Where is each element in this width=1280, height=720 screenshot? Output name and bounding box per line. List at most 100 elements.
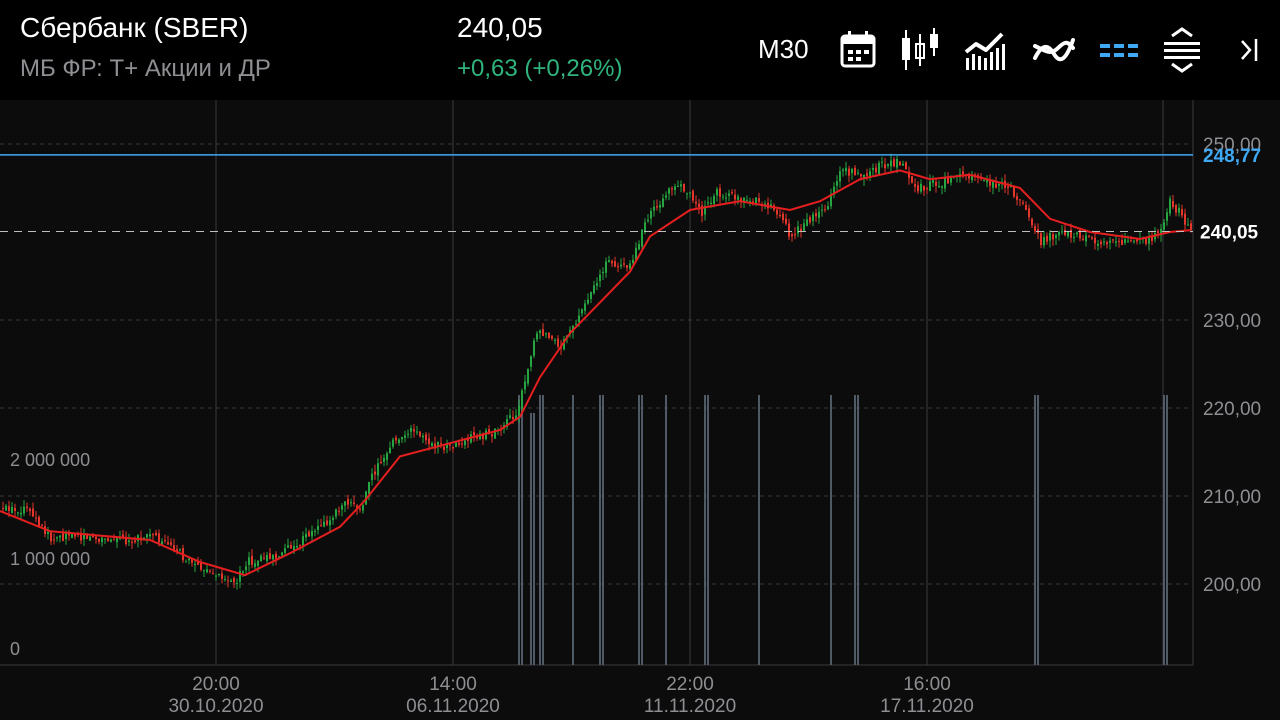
- price-chart[interactable]: 2 000 000 1 000 000 0 250,00 230,00 220,00 210…: [0, 100, 1280, 720]
- candle-body: [1058, 231, 1060, 236]
- candle-body: [1181, 209, 1183, 216]
- candle-body: [395, 437, 397, 441]
- candle-body: [674, 186, 676, 190]
- candle-body: [356, 505, 358, 509]
- candle-body: [836, 181, 838, 186]
- candle-body: [170, 542, 172, 545]
- volume-bar: [602, 395, 604, 665]
- candle-body: [581, 309, 583, 314]
- candle-body: [1019, 199, 1021, 201]
- candle-body: [887, 163, 889, 166]
- candle-body: [446, 444, 448, 449]
- chart-canvas[interactable]: 2 000 000 1 000 000 0 250,00 230,00 220,00 210…: [0, 100, 1280, 720]
- horizontal-lines-icon[interactable]: [1098, 26, 1142, 74]
- candle-body: [1184, 213, 1186, 225]
- candle-body: [1097, 243, 1099, 246]
- candle-body: [1112, 239, 1114, 241]
- line-chart-icon[interactable]: [962, 26, 1006, 74]
- candle-body: [605, 261, 607, 273]
- candle-body: [695, 201, 697, 204]
- candle-body: [128, 540, 130, 543]
- candle-body: [380, 461, 382, 464]
- candle-body: [611, 260, 613, 264]
- candle-body: [536, 333, 538, 340]
- candle-body: [428, 438, 430, 444]
- candle-body: [323, 521, 325, 527]
- candle-body: [1094, 237, 1096, 244]
- candle-body: [665, 195, 667, 198]
- candle-body: [248, 557, 250, 565]
- candle-body: [1121, 239, 1123, 245]
- candle-body: [296, 545, 298, 548]
- volume-bar: [638, 395, 640, 665]
- candle-body: [50, 532, 52, 542]
- candle-body: [938, 186, 940, 188]
- candle-body: [758, 198, 760, 202]
- candle-body: [647, 219, 649, 222]
- timeframe-button[interactable]: M30: [758, 34, 809, 64]
- candle-body: [530, 356, 532, 367]
- candle-body: [152, 534, 154, 536]
- candle-body: [710, 202, 712, 204]
- candle-body: [803, 223, 805, 231]
- candle-body: [659, 204, 661, 208]
- volume-bar: [533, 413, 535, 665]
- candle-body: [1160, 229, 1162, 236]
- candle-body: [989, 179, 991, 186]
- candle-body: [524, 381, 526, 390]
- candle-body: [881, 161, 883, 163]
- candle-body: [509, 415, 511, 418]
- candle-body: [791, 234, 793, 237]
- candle-body: [1031, 218, 1033, 226]
- candle-body: [806, 219, 808, 226]
- candle-body: [596, 283, 598, 286]
- candle-body: [158, 533, 160, 543]
- calendar-icon[interactable]: [836, 26, 880, 74]
- candle-body: [785, 218, 787, 224]
- candle-body: [209, 570, 211, 572]
- candle-body: [548, 332, 550, 338]
- candle-body: [344, 501, 346, 506]
- candle-body: [155, 532, 157, 536]
- candle-body: [203, 570, 205, 572]
- candle-body: [872, 168, 874, 171]
- candle-body: [578, 315, 580, 323]
- candle-body: [161, 541, 163, 545]
- candle-body: [218, 574, 220, 576]
- candle-body: [485, 430, 487, 440]
- candle-body: [701, 205, 703, 216]
- candle-body: [917, 185, 919, 192]
- candle-body: [557, 338, 559, 347]
- candle-body: [257, 560, 259, 566]
- candle-body: [383, 457, 385, 462]
- candle-body: [149, 534, 151, 537]
- candle-body: [494, 428, 496, 439]
- candle-body: [425, 434, 427, 441]
- volume-bar: [1034, 395, 1036, 665]
- indicator-icon[interactable]: [1032, 26, 1076, 74]
- candle-body: [743, 197, 745, 203]
- candle-body: [833, 186, 835, 195]
- level-adjust-icon[interactable]: [1160, 26, 1204, 74]
- candle-body: [227, 580, 229, 582]
- candle-body: [905, 162, 907, 170]
- candle-body: [602, 271, 604, 274]
- candlestick-icon[interactable]: [898, 26, 942, 74]
- candle-body: [95, 536, 97, 540]
- candle-body: [1169, 198, 1171, 214]
- candle-body: [719, 188, 721, 197]
- scroll-to-end-icon[interactable]: [1230, 26, 1266, 74]
- candle-body: [1049, 232, 1051, 241]
- candle-body: [23, 506, 25, 514]
- candle-body: [638, 244, 640, 250]
- candle-body: [1088, 235, 1090, 237]
- instrument-header: Сбербанк (SBER) МБ ФР: Т+ Акции и ДР 240…: [0, 0, 1280, 100]
- candle-body: [527, 369, 529, 384]
- volume-bar: [704, 395, 706, 665]
- candle-body: [608, 260, 610, 263]
- price-change: +0,63 (+0,26%): [457, 55, 623, 82]
- candle-body: [65, 533, 67, 540]
- candle-body: [890, 160, 892, 167]
- candle-body: [734, 194, 736, 200]
- candle-body: [317, 525, 319, 530]
